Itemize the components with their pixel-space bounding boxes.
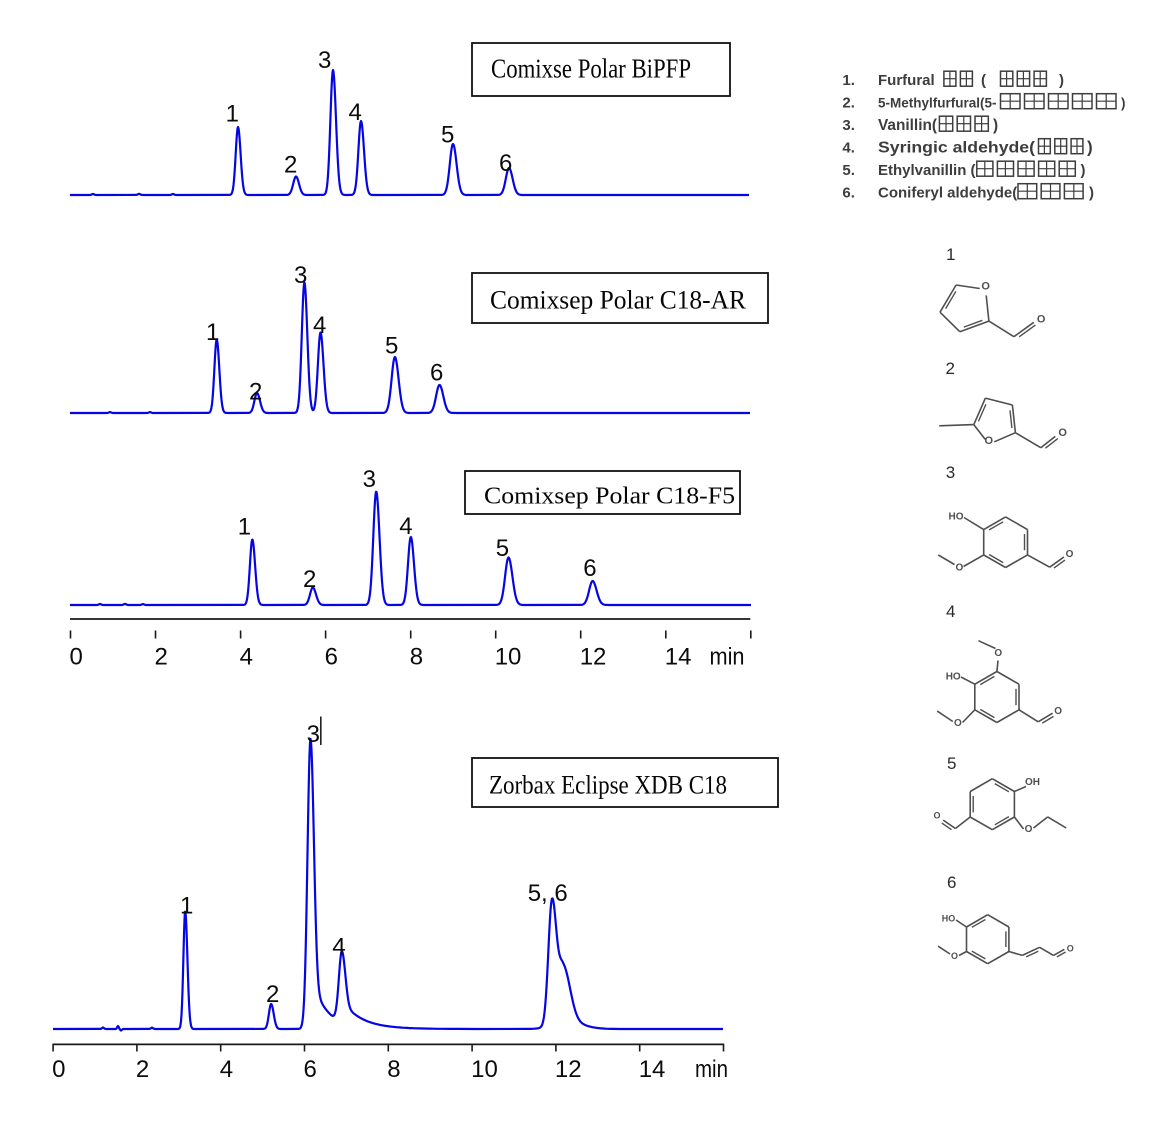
svg-text:2: 2 bbox=[155, 644, 168, 671]
svg-text:8: 8 bbox=[387, 1056, 400, 1083]
svg-text:2: 2 bbox=[136, 1056, 149, 1083]
svg-text:4: 4 bbox=[313, 312, 326, 339]
svg-text:Vanillin(: Vanillin( bbox=[878, 117, 938, 134]
svg-text:14: 14 bbox=[665, 644, 692, 671]
svg-text:4: 4 bbox=[399, 513, 412, 540]
svg-text:1.: 1. bbox=[842, 72, 855, 89]
svg-text:2: 2 bbox=[249, 379, 262, 406]
svg-text:12: 12 bbox=[555, 1056, 582, 1083]
svg-text:HO: HO bbox=[949, 512, 964, 523]
svg-text:HO: HO bbox=[942, 914, 956, 924]
svg-text:O: O bbox=[981, 280, 990, 292]
svg-text:2: 2 bbox=[303, 566, 316, 593]
svg-text:5-Methylfurfural(5-: 5-Methylfurfural(5- bbox=[878, 96, 997, 111]
svg-text:4.: 4. bbox=[842, 140, 855, 157]
svg-text:O: O bbox=[985, 435, 994, 447]
svg-text:14: 14 bbox=[639, 1056, 666, 1083]
svg-text:): ) bbox=[1121, 96, 1126, 111]
svg-text:4: 4 bbox=[240, 644, 253, 671]
svg-text:3: 3 bbox=[294, 262, 307, 289]
svg-text:5: 5 bbox=[385, 333, 398, 360]
svg-text:2: 2 bbox=[946, 359, 955, 378]
svg-text:4: 4 bbox=[332, 934, 345, 961]
svg-text:HO: HO bbox=[946, 671, 961, 682]
svg-text:5: 5 bbox=[947, 754, 956, 773]
svg-text:1: 1 bbox=[946, 245, 955, 264]
svg-text:Coniferyl aldehyde(: Coniferyl aldehyde( bbox=[878, 185, 1017, 202]
svg-text:O: O bbox=[1058, 427, 1067, 439]
svg-text:0: 0 bbox=[52, 1056, 65, 1083]
svg-text:O: O bbox=[933, 811, 940, 821]
svg-text:min: min bbox=[695, 1056, 728, 1083]
svg-text:6: 6 bbox=[499, 150, 512, 177]
svg-text:O: O bbox=[1066, 549, 1074, 560]
svg-text:): ) bbox=[1089, 185, 1094, 202]
svg-text:): ) bbox=[1081, 162, 1086, 179]
svg-text:O: O bbox=[956, 563, 964, 574]
svg-text:Comixse Polar BiPFP: Comixse Polar BiPFP bbox=[491, 54, 691, 84]
svg-text:O: O bbox=[1054, 706, 1062, 717]
svg-text:10: 10 bbox=[495, 644, 522, 671]
svg-text:4: 4 bbox=[349, 99, 362, 126]
svg-text:10: 10 bbox=[471, 1056, 498, 1083]
svg-text:1: 1 bbox=[238, 513, 251, 540]
svg-text:Comixsep Polar C18-F5: Comixsep Polar C18-F5 bbox=[484, 483, 735, 510]
svg-text:): ) bbox=[1087, 138, 1093, 157]
svg-text:6: 6 bbox=[325, 644, 338, 671]
svg-text:5, 6: 5, 6 bbox=[528, 880, 568, 907]
svg-text:12: 12 bbox=[580, 644, 607, 671]
svg-text:3: 3 bbox=[307, 721, 320, 748]
svg-text:6: 6 bbox=[947, 873, 956, 892]
svg-text:OH: OH bbox=[1025, 777, 1040, 788]
svg-text:1: 1 bbox=[226, 100, 239, 127]
svg-text:O: O bbox=[951, 951, 958, 961]
svg-text:Syringic aldehyde(: Syringic aldehyde( bbox=[878, 140, 1036, 157]
svg-text:O: O bbox=[1037, 314, 1046, 326]
svg-text:Furfural: Furfural bbox=[878, 72, 935, 89]
svg-text:(: ( bbox=[981, 72, 986, 89]
svg-text:1: 1 bbox=[206, 319, 219, 346]
svg-text:min: min bbox=[710, 644, 745, 671]
svg-text:O: O bbox=[1067, 944, 1074, 954]
svg-text:5: 5 bbox=[496, 535, 509, 562]
svg-text:O: O bbox=[954, 718, 962, 729]
svg-text:Comixsep Polar C18-AR: Comixsep Polar C18-AR bbox=[490, 285, 746, 315]
svg-text:1: 1 bbox=[180, 893, 193, 920]
svg-text:6: 6 bbox=[430, 360, 443, 387]
svg-text:6.: 6. bbox=[842, 185, 855, 202]
svg-text:4: 4 bbox=[220, 1056, 233, 1083]
svg-text:6: 6 bbox=[583, 555, 596, 582]
svg-text:4: 4 bbox=[946, 602, 955, 621]
svg-text:): ) bbox=[993, 117, 998, 134]
svg-text:0: 0 bbox=[70, 644, 83, 671]
svg-text:8: 8 bbox=[410, 644, 423, 671]
svg-text:2.: 2. bbox=[842, 95, 855, 112]
svg-text:Ethylvanillin (: Ethylvanillin ( bbox=[878, 162, 976, 179]
svg-text:3: 3 bbox=[946, 463, 955, 482]
svg-text:5.: 5. bbox=[842, 162, 855, 179]
svg-text:2: 2 bbox=[266, 981, 279, 1008]
svg-text:6: 6 bbox=[304, 1056, 317, 1083]
svg-text:O: O bbox=[994, 648, 1002, 659]
svg-text:Zorbax Eclipse XDB C18: Zorbax Eclipse XDB C18 bbox=[489, 771, 727, 800]
svg-text:5: 5 bbox=[441, 122, 454, 149]
svg-text:3: 3 bbox=[318, 47, 331, 74]
svg-text:O: O bbox=[1025, 824, 1033, 835]
svg-text:3: 3 bbox=[363, 466, 376, 493]
svg-text:2: 2 bbox=[284, 152, 297, 179]
svg-text:): ) bbox=[1059, 72, 1064, 89]
svg-text:3.: 3. bbox=[842, 117, 855, 134]
